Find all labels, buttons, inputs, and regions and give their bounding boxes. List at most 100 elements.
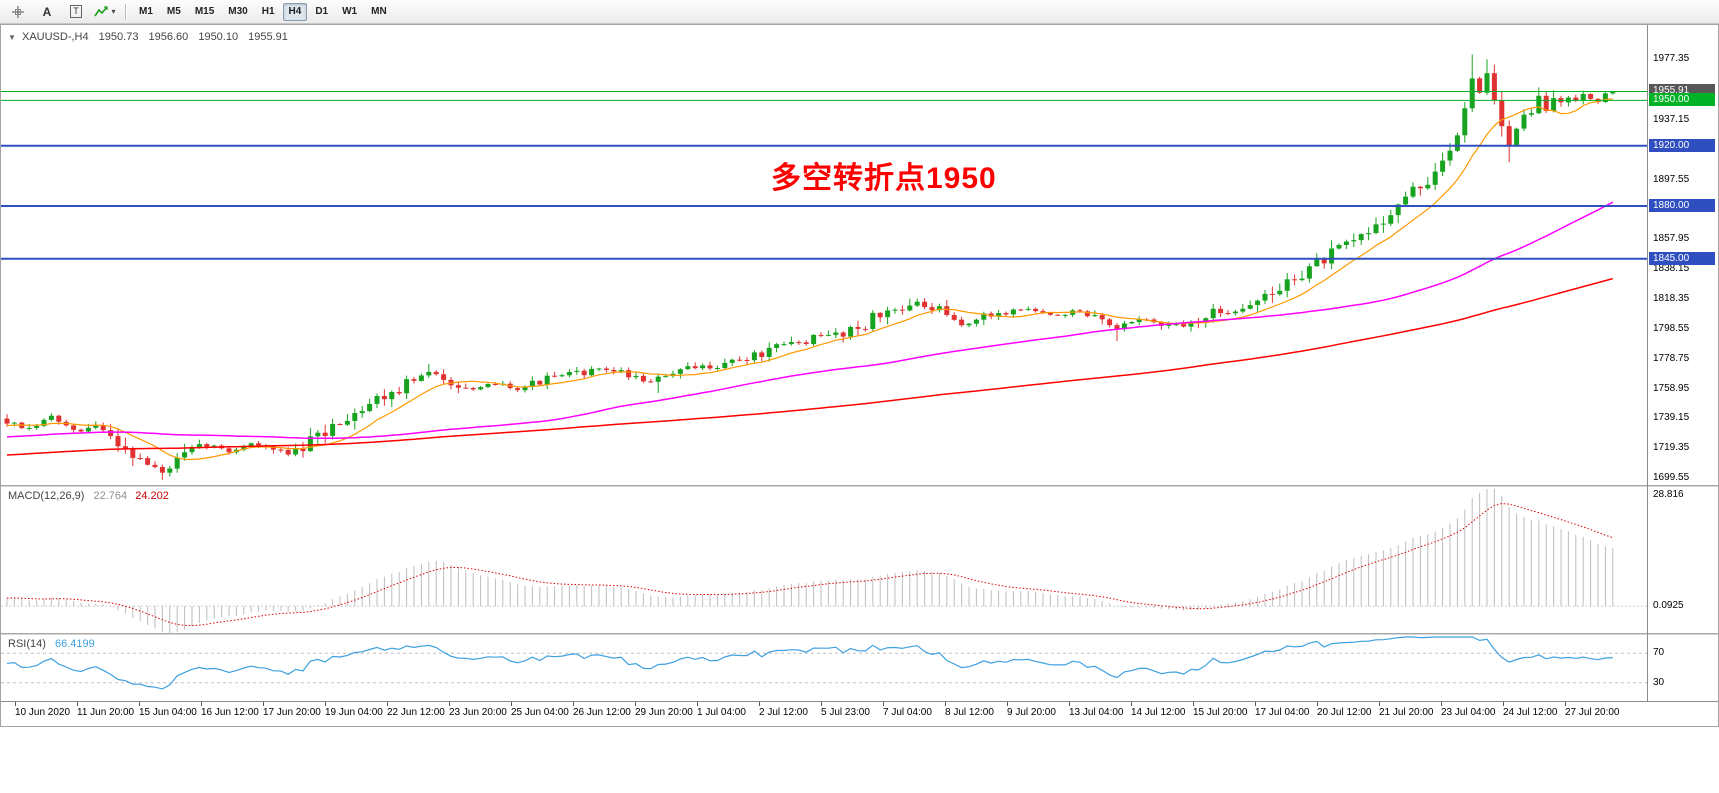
price-scale-separator: [1647, 25, 1648, 701]
macd-axis[interactable]: 28.816 0.0925: [1649, 487, 1718, 633]
price-badge-1920.00: 1920.00: [1649, 138, 1715, 152]
chart-title: ▼ XAUUSD-,H4 1950.73 1956.60 1950.10 195…: [8, 31, 288, 43]
time-tick: [1565, 702, 1566, 706]
crosshair-icon-glyph: [12, 5, 24, 18]
rsi-label: RSI(14): [8, 638, 46, 650]
macd-axis-label: 0.0925: [1653, 599, 1684, 611]
macd-panel[interactable]: [1, 487, 1647, 633]
timeframe-w1[interactable]: W1: [342, 5, 358, 17]
ma-line-10: [6, 98, 1613, 461]
text-tool-label: T: [70, 5, 82, 18]
time-tick: [1193, 702, 1194, 706]
rsi-value: 66.4199: [54, 638, 95, 650]
price-axis-label: 1838.15: [1653, 263, 1690, 275]
time-tick: [1255, 702, 1256, 706]
chart-annotation-text[interactable]: 多空转折点1950: [771, 162, 997, 195]
timeframe-d1[interactable]: D1: [315, 5, 329, 17]
time-axis-label: 1 Jul 04:00: [697, 707, 746, 718]
time-tick: [77, 702, 78, 706]
time-axis-label: 22 Jun 12:00: [387, 707, 445, 718]
time-tick: [635, 702, 636, 706]
symbol-dropdown-icon[interactable]: ▼: [8, 33, 16, 42]
price-axis[interactable]: 1977.35 1937.15 1897.55 1857.95 1838.15 1818.…: [1649, 25, 1718, 485]
rsi-line: [6, 636, 1613, 690]
time-axis-label: 19 Jun 04:00: [325, 707, 383, 718]
time-tick: [511, 702, 512, 706]
time-axis-label: 25 Jun 04:00: [511, 707, 569, 718]
time-axis-label: 15 Jul 20:00: [1193, 707, 1248, 718]
panel-splitter-rsi[interactable]: [1, 633, 1718, 635]
price-panel[interactable]: [1, 25, 1647, 485]
price-axis-label: 1818.35: [1653, 292, 1690, 304]
timeframe-mn[interactable]: MN: [371, 5, 387, 17]
time-axis-label: 5 Jul 23:00: [821, 707, 870, 718]
time-tick: [883, 702, 884, 706]
time-axis-label: 10 Jun 2020: [15, 707, 71, 718]
price-axis-label: 1758.95: [1653, 382, 1690, 394]
time-axis-label: 17 Jul 04:00: [1255, 707, 1310, 718]
timeframe-m1[interactable]: M1: [139, 5, 153, 17]
macd-signal-value: 24.202: [135, 490, 169, 502]
indicator-zigzag-icon: [94, 5, 109, 16]
arrow-tool-label: A: [42, 4, 52, 19]
ohlc-open: 1950.73: [98, 31, 139, 43]
price-axis-label: 1897.55: [1653, 173, 1690, 185]
timeframe-m5[interactable]: M5: [166, 5, 181, 17]
timeframe-m15[interactable]: M15: [194, 5, 215, 17]
text-tool-button[interactable]: T: [62, 1, 90, 23]
symbol-name: XAUUSD-,H4: [21, 31, 89, 43]
price-badge-1880.00: 1880.00: [1649, 198, 1715, 212]
rsi-header: RSI(14) 66.4199: [8, 638, 95, 650]
time-axis-label: 17 Jun 20:00: [263, 707, 321, 718]
time-axis-label: 2 Jul 12:00: [759, 707, 808, 718]
time-tick: [449, 702, 450, 706]
crosshair-icon[interactable]: [4, 1, 32, 23]
ohlc-high: 1956.60: [148, 31, 189, 43]
macd-label: MACD(12,26,9): [8, 490, 85, 502]
rsi-axis-label: 30: [1653, 676, 1665, 688]
time-axis-label: 26 Jun 12:00: [573, 707, 631, 718]
time-axis-label: 16 Jun 12:00: [201, 707, 259, 718]
rsi-axis-label: 70: [1653, 647, 1665, 659]
price-badge-1845.00: 1845.00: [1649, 251, 1715, 265]
time-tick: [1069, 702, 1070, 706]
arrow-tool-button[interactable]: A: [33, 1, 61, 23]
time-tick: [263, 702, 264, 706]
indicators-button[interactable]: ▾: [91, 1, 119, 23]
candles: [4, 54, 1616, 480]
time-tick: [821, 702, 822, 706]
macd-main-value: 22.764: [93, 490, 128, 502]
price-axis-label: 1699.55: [1653, 472, 1690, 484]
macd-header: MACD(12,26,9) 22.764 24.202: [8, 490, 169, 502]
time-axis-label: 23 Jun 20:00: [449, 707, 507, 718]
time-tick: [1007, 702, 1008, 706]
time-tick: [573, 702, 574, 706]
time-tick: [1503, 702, 1504, 706]
price-axis-label: 1977.35: [1653, 53, 1690, 65]
time-tick: [387, 702, 388, 706]
rsi-panel[interactable]: [1, 635, 1647, 701]
dropdown-caret-icon: ▾: [111, 7, 116, 16]
price-axis-label: 1798.55: [1653, 322, 1690, 334]
time-tick: [697, 702, 698, 706]
ma-line-60: [6, 201, 1614, 440]
panel-splitter-macd[interactable]: [1, 485, 1718, 487]
time-axis-label: 21 Jul 20:00: [1379, 707, 1434, 718]
timeframe-m30[interactable]: M30: [228, 5, 248, 17]
price-axis-label: 1937.15: [1653, 113, 1690, 125]
macd-axis-label: 28.816: [1653, 489, 1684, 501]
time-axis-label: 7 Jul 04:00: [883, 707, 932, 718]
time-axis-label: 13 Jul 04:00: [1069, 707, 1124, 718]
time-axis-label: 23 Jul 04:00: [1441, 707, 1496, 718]
price-axis-label: 1778.75: [1653, 352, 1690, 364]
time-axis-label: 29 Jun 20:00: [635, 707, 693, 718]
time-tick: [1379, 702, 1380, 706]
time-axis[interactable]: 10 Jun 2020 11 Jun 20:00 15 Jun 04:00 16 Ju…: [1, 701, 1718, 725]
price-badge-1950.00: 1950.00: [1649, 93, 1715, 107]
timeframe-h4[interactable]: H4: [282, 2, 308, 21]
time-axis-label: 14 Jul 12:00: [1131, 707, 1186, 718]
rsi-axis[interactable]: 70 30: [1649, 635, 1718, 701]
timeframe-h1[interactable]: H1: [261, 5, 275, 17]
time-axis-label: 8 Jul 12:00: [945, 707, 994, 718]
macd-histogram: [6, 489, 1614, 633]
